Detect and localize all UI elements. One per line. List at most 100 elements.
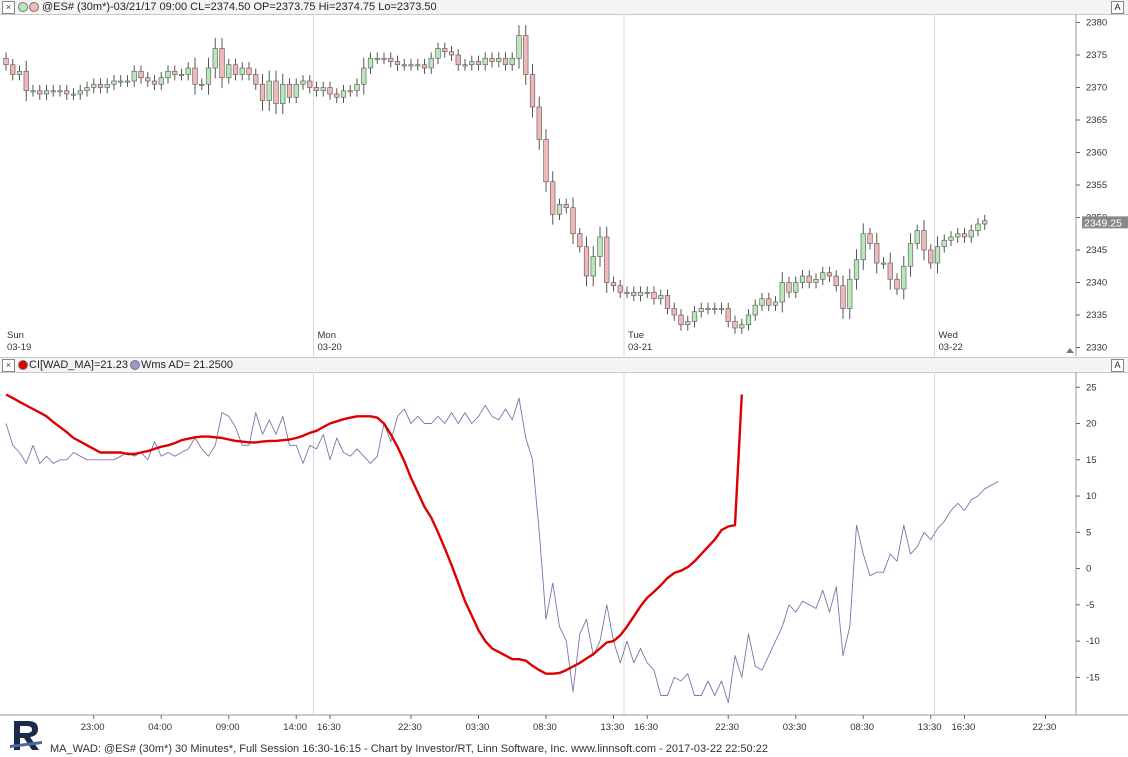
candle (772, 296, 779, 312)
candle-body (16, 70, 23, 75)
candle-body (232, 64, 239, 75)
candle-body (37, 90, 43, 95)
candle-body (826, 272, 833, 277)
price-tick-label: 2345 (1086, 245, 1107, 256)
indicator-autoscale-button[interactable]: A (1111, 359, 1124, 372)
candle-body (334, 93, 340, 98)
indicator-chart[interactable]: -15 -10 -5 0 5 10 15 20 25 23:00 04:00 09:00 14:00 16… (0, 372, 1128, 740)
candle-body (678, 314, 684, 326)
candle (934, 236, 941, 274)
candle (10, 58, 16, 81)
candle-body (739, 324, 745, 329)
indicator-tick-label: 20 (1086, 419, 1097, 430)
candle (745, 309, 752, 331)
time-tick-label: 04:00 (148, 722, 172, 733)
day-label: Tue (628, 330, 644, 341)
candle (516, 25, 522, 69)
candle-body (246, 67, 252, 75)
candle-body (145, 77, 151, 82)
candle (199, 78, 205, 91)
candle (631, 286, 637, 302)
candle (259, 73, 266, 111)
time-tick-label: 14:00 (283, 722, 307, 733)
candle-body (178, 74, 185, 77)
candle-body (941, 239, 947, 248)
scroll-marker-icon (1066, 348, 1074, 353)
candle (583, 236, 590, 287)
candle-body (880, 262, 887, 265)
candle (617, 279, 623, 299)
time-tick-label: 22:30 (1033, 722, 1057, 733)
candle-body (928, 249, 934, 264)
candle-body (563, 204, 569, 209)
candle (529, 64, 536, 118)
time-tick-label: 08:30 (850, 722, 874, 733)
candle (313, 81, 320, 97)
time-tick-label: 13:30 (918, 722, 942, 733)
candle (833, 270, 839, 292)
candle-body (543, 139, 549, 183)
candle-body (10, 64, 16, 75)
candle (658, 289, 664, 305)
candle (691, 305, 698, 328)
candle-body (408, 64, 414, 67)
candle-body (955, 233, 961, 238)
candle-body (253, 74, 259, 85)
candle (847, 268, 853, 319)
candle (887, 252, 893, 290)
candle-body (111, 80, 117, 85)
close-panel-button[interactable]: × (2, 0, 15, 14)
candle (408, 58, 414, 71)
candle (604, 226, 610, 293)
up-color-icon (18, 2, 28, 12)
indicator-tick-label: 25 (1086, 382, 1097, 393)
candle (84, 81, 90, 97)
candle (509, 52, 515, 71)
candle (786, 276, 792, 299)
close-indicator-button[interactable]: × (2, 358, 15, 372)
candle-body (536, 106, 542, 140)
candle-body (239, 67, 245, 75)
indicator-tick-label: 15 (1086, 455, 1097, 466)
candle (104, 78, 110, 94)
candle-body (124, 80, 131, 83)
candle-body (97, 83, 104, 88)
candle-body (799, 275, 806, 283)
candle (550, 171, 556, 225)
candle-body (502, 57, 509, 66)
candle-body (813, 278, 819, 283)
candle (563, 198, 569, 214)
candle-body (874, 243, 880, 264)
ad-value-label: Wms AD= 21.2500 (140, 359, 233, 371)
candle (43, 84, 50, 100)
candle-body (118, 80, 124, 83)
candle-body (894, 278, 900, 290)
candle (448, 45, 455, 61)
candle-body (570, 207, 576, 235)
candle-body (732, 321, 738, 329)
candle (826, 266, 833, 282)
price-tick-label: 2380 (1086, 18, 1107, 29)
candle-body (43, 90, 50, 95)
candle (16, 65, 23, 81)
candle-body (131, 70, 137, 82)
ma-color-icon (18, 360, 28, 370)
candle (415, 58, 421, 71)
candle-body (624, 291, 630, 294)
candle (442, 42, 448, 58)
candle (97, 78, 104, 94)
candle (266, 70, 272, 111)
price-panel-title: @ES# (30m*)-03/21/17 09:00 CL=2374.50 OP… (42, 1, 437, 13)
date-label: 03-19 (7, 342, 31, 353)
candle-body (489, 57, 495, 62)
candle (610, 276, 617, 292)
autoscale-button[interactable]: A (1111, 1, 1124, 14)
candle (340, 84, 347, 104)
candle-body (779, 282, 785, 303)
candle-body (327, 87, 333, 95)
time-tick-label: 03:30 (783, 722, 807, 733)
candle-body (50, 90, 56, 93)
candle (651, 286, 657, 305)
candle-body (266, 80, 272, 101)
